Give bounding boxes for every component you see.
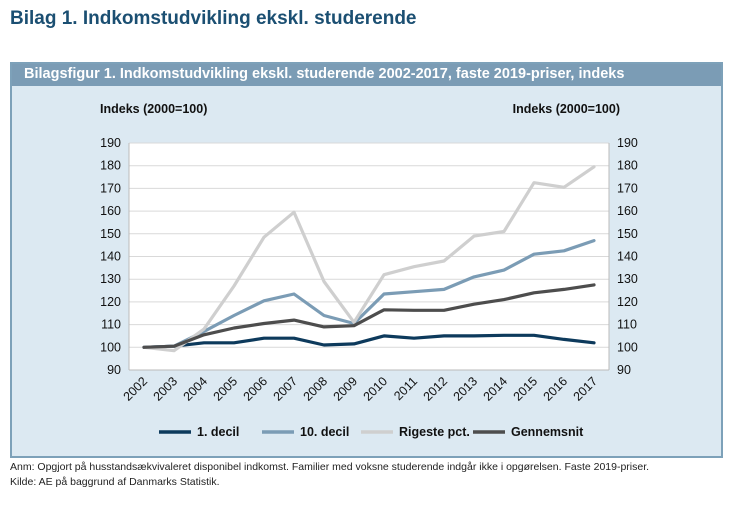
source-text: Kilde: AE på baggrund af Danmarks Statis… bbox=[10, 476, 220, 488]
y-axis-label-left: Indeks (2000=100) bbox=[100, 102, 207, 116]
x-tick-label: 2007 bbox=[271, 374, 301, 404]
x-tick-label: 2013 bbox=[451, 374, 481, 404]
x-tick-label: 2002 bbox=[121, 374, 151, 404]
y-tick-label-left: 130 bbox=[100, 272, 121, 286]
series-line bbox=[142, 283, 596, 349]
y-tick-label-left: 150 bbox=[100, 227, 121, 241]
y-tick-label-right: 140 bbox=[617, 250, 638, 264]
x-tick-label: 2009 bbox=[331, 374, 361, 404]
y-tick-label-left: 110 bbox=[101, 318, 121, 332]
y-tick-label-right: 160 bbox=[617, 204, 638, 218]
x-tick-label: 2017 bbox=[571, 374, 601, 404]
y-tick-label-right: 110 bbox=[617, 318, 637, 332]
legend-label: Gennemsnit bbox=[511, 425, 584, 439]
footnotes: Anm: Opgjort på husstandsækvivaleret dis… bbox=[10, 460, 649, 490]
y-tick-label-right: 190 bbox=[617, 136, 638, 150]
y-tick-label-right: 120 bbox=[617, 295, 638, 309]
x-tick-label: 2010 bbox=[361, 374, 391, 404]
x-tick-label: 2011 bbox=[391, 374, 420, 403]
y-tick-label-right: 90 bbox=[617, 363, 631, 377]
x-tick-label: 2016 bbox=[541, 374, 571, 404]
legend-label: Rigeste pct. bbox=[399, 425, 470, 439]
y-tick-label-left: 180 bbox=[100, 159, 121, 173]
y-axis-label-right: Indeks (2000=100) bbox=[513, 102, 620, 116]
y-tick-label-left: 100 bbox=[100, 340, 121, 354]
series-line bbox=[142, 333, 596, 349]
page-title: Bilag 1. Indkomstudvikling ekskl. studer… bbox=[10, 8, 417, 29]
line-chart: 90 90 100 100 110 110 120 120 130 130 140 140 150 150… bbox=[100, 102, 638, 439]
y-tick-label-left: 160 bbox=[100, 204, 121, 218]
legend-label: 10. decil bbox=[300, 425, 349, 439]
x-tick-label: 2006 bbox=[241, 374, 271, 404]
legend-label: 1. decil bbox=[197, 425, 239, 439]
y-tick-label-right: 180 bbox=[617, 159, 638, 173]
figure-box: Bilagsfigur 1. Indkomstudvikling ekskl. … bbox=[10, 62, 723, 458]
y-tick-label-left: 90 bbox=[107, 363, 121, 377]
x-tick-label: 2003 bbox=[151, 374, 181, 404]
x-tick-label: 2012 bbox=[421, 374, 451, 404]
y-tick-label-left: 190 bbox=[100, 136, 121, 150]
figure-body: 90 90 100 100 110 110 120 120 130 130 140 140 150 150… bbox=[12, 86, 721, 456]
x-tick-label: 2015 bbox=[511, 374, 541, 404]
series-line bbox=[142, 239, 596, 349]
figure-header: Bilagsfigur 1. Indkomstudvikling ekskl. … bbox=[12, 64, 721, 86]
x-tick-label: 2014 bbox=[481, 374, 511, 404]
x-tick-label: 2008 bbox=[301, 374, 331, 404]
y-tick-label-right: 170 bbox=[617, 181, 638, 195]
y-tick-label-left: 120 bbox=[100, 295, 121, 309]
x-tick-label: 2005 bbox=[211, 374, 241, 404]
series-line bbox=[142, 165, 596, 353]
y-tick-label-right: 130 bbox=[617, 272, 638, 286]
y-tick-label-left: 170 bbox=[100, 181, 121, 195]
note-text: Anm: Opgjort på husstandsækvivaleret dis… bbox=[10, 461, 650, 473]
x-tick-label: 2004 bbox=[181, 374, 211, 404]
y-tick-label-right: 100 bbox=[617, 340, 638, 354]
y-tick-label-right: 150 bbox=[617, 227, 638, 241]
y-tick-label-left: 140 bbox=[100, 250, 121, 264]
figure-title: Bilagsfigur 1. Indkomstudvikling ekskl. … bbox=[24, 66, 625, 82]
